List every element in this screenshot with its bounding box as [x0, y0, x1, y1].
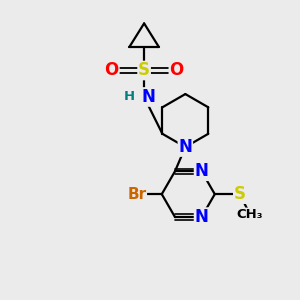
Text: O: O: [169, 61, 184, 80]
Text: N: N: [195, 208, 208, 226]
Text: O: O: [105, 61, 119, 80]
Text: N: N: [178, 138, 192, 156]
Text: N: N: [195, 162, 208, 180]
Text: S: S: [234, 185, 246, 203]
Text: H: H: [124, 91, 135, 103]
Text: Br: Br: [127, 187, 146, 202]
Text: N: N: [142, 88, 155, 106]
Text: S: S: [138, 61, 150, 80]
Text: CH₃: CH₃: [237, 208, 263, 221]
